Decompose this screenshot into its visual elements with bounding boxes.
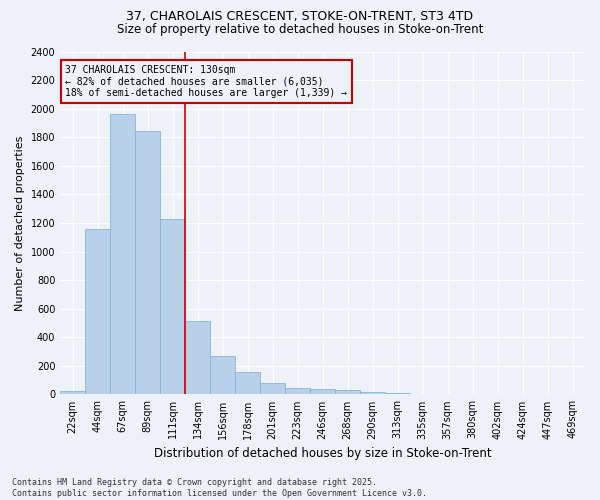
- Bar: [335, 390, 360, 394]
- Bar: [85, 230, 110, 394]
- Bar: [60, 391, 85, 394]
- X-axis label: Distribution of detached houses by size in Stoke-on-Trent: Distribution of detached houses by size …: [154, 447, 491, 460]
- Text: 37 CHAROLAIS CRESCENT: 130sqm
← 82% of detached houses are smaller (6,035)
18% o: 37 CHAROLAIS CRESCENT: 130sqm ← 82% of d…: [65, 65, 347, 98]
- Bar: [135, 131, 160, 394]
- Bar: [160, 218, 185, 394]
- Bar: [260, 383, 285, 394]
- Bar: [360, 392, 385, 394]
- Bar: [285, 388, 310, 394]
- Y-axis label: Number of detached properties: Number of detached properties: [15, 136, 25, 310]
- Bar: [210, 356, 235, 395]
- Text: 37, CHAROLAIS CRESCENT, STOKE-ON-TRENT, ST3 4TD: 37, CHAROLAIS CRESCENT, STOKE-ON-TRENT, …: [127, 10, 473, 23]
- Text: Size of property relative to detached houses in Stoke-on-Trent: Size of property relative to detached ho…: [117, 22, 483, 36]
- Bar: [110, 114, 135, 394]
- Bar: [385, 393, 410, 394]
- Text: Contains HM Land Registry data © Crown copyright and database right 2025.
Contai: Contains HM Land Registry data © Crown c…: [12, 478, 427, 498]
- Bar: [310, 388, 335, 394]
- Bar: [185, 321, 210, 394]
- Bar: [235, 372, 260, 394]
